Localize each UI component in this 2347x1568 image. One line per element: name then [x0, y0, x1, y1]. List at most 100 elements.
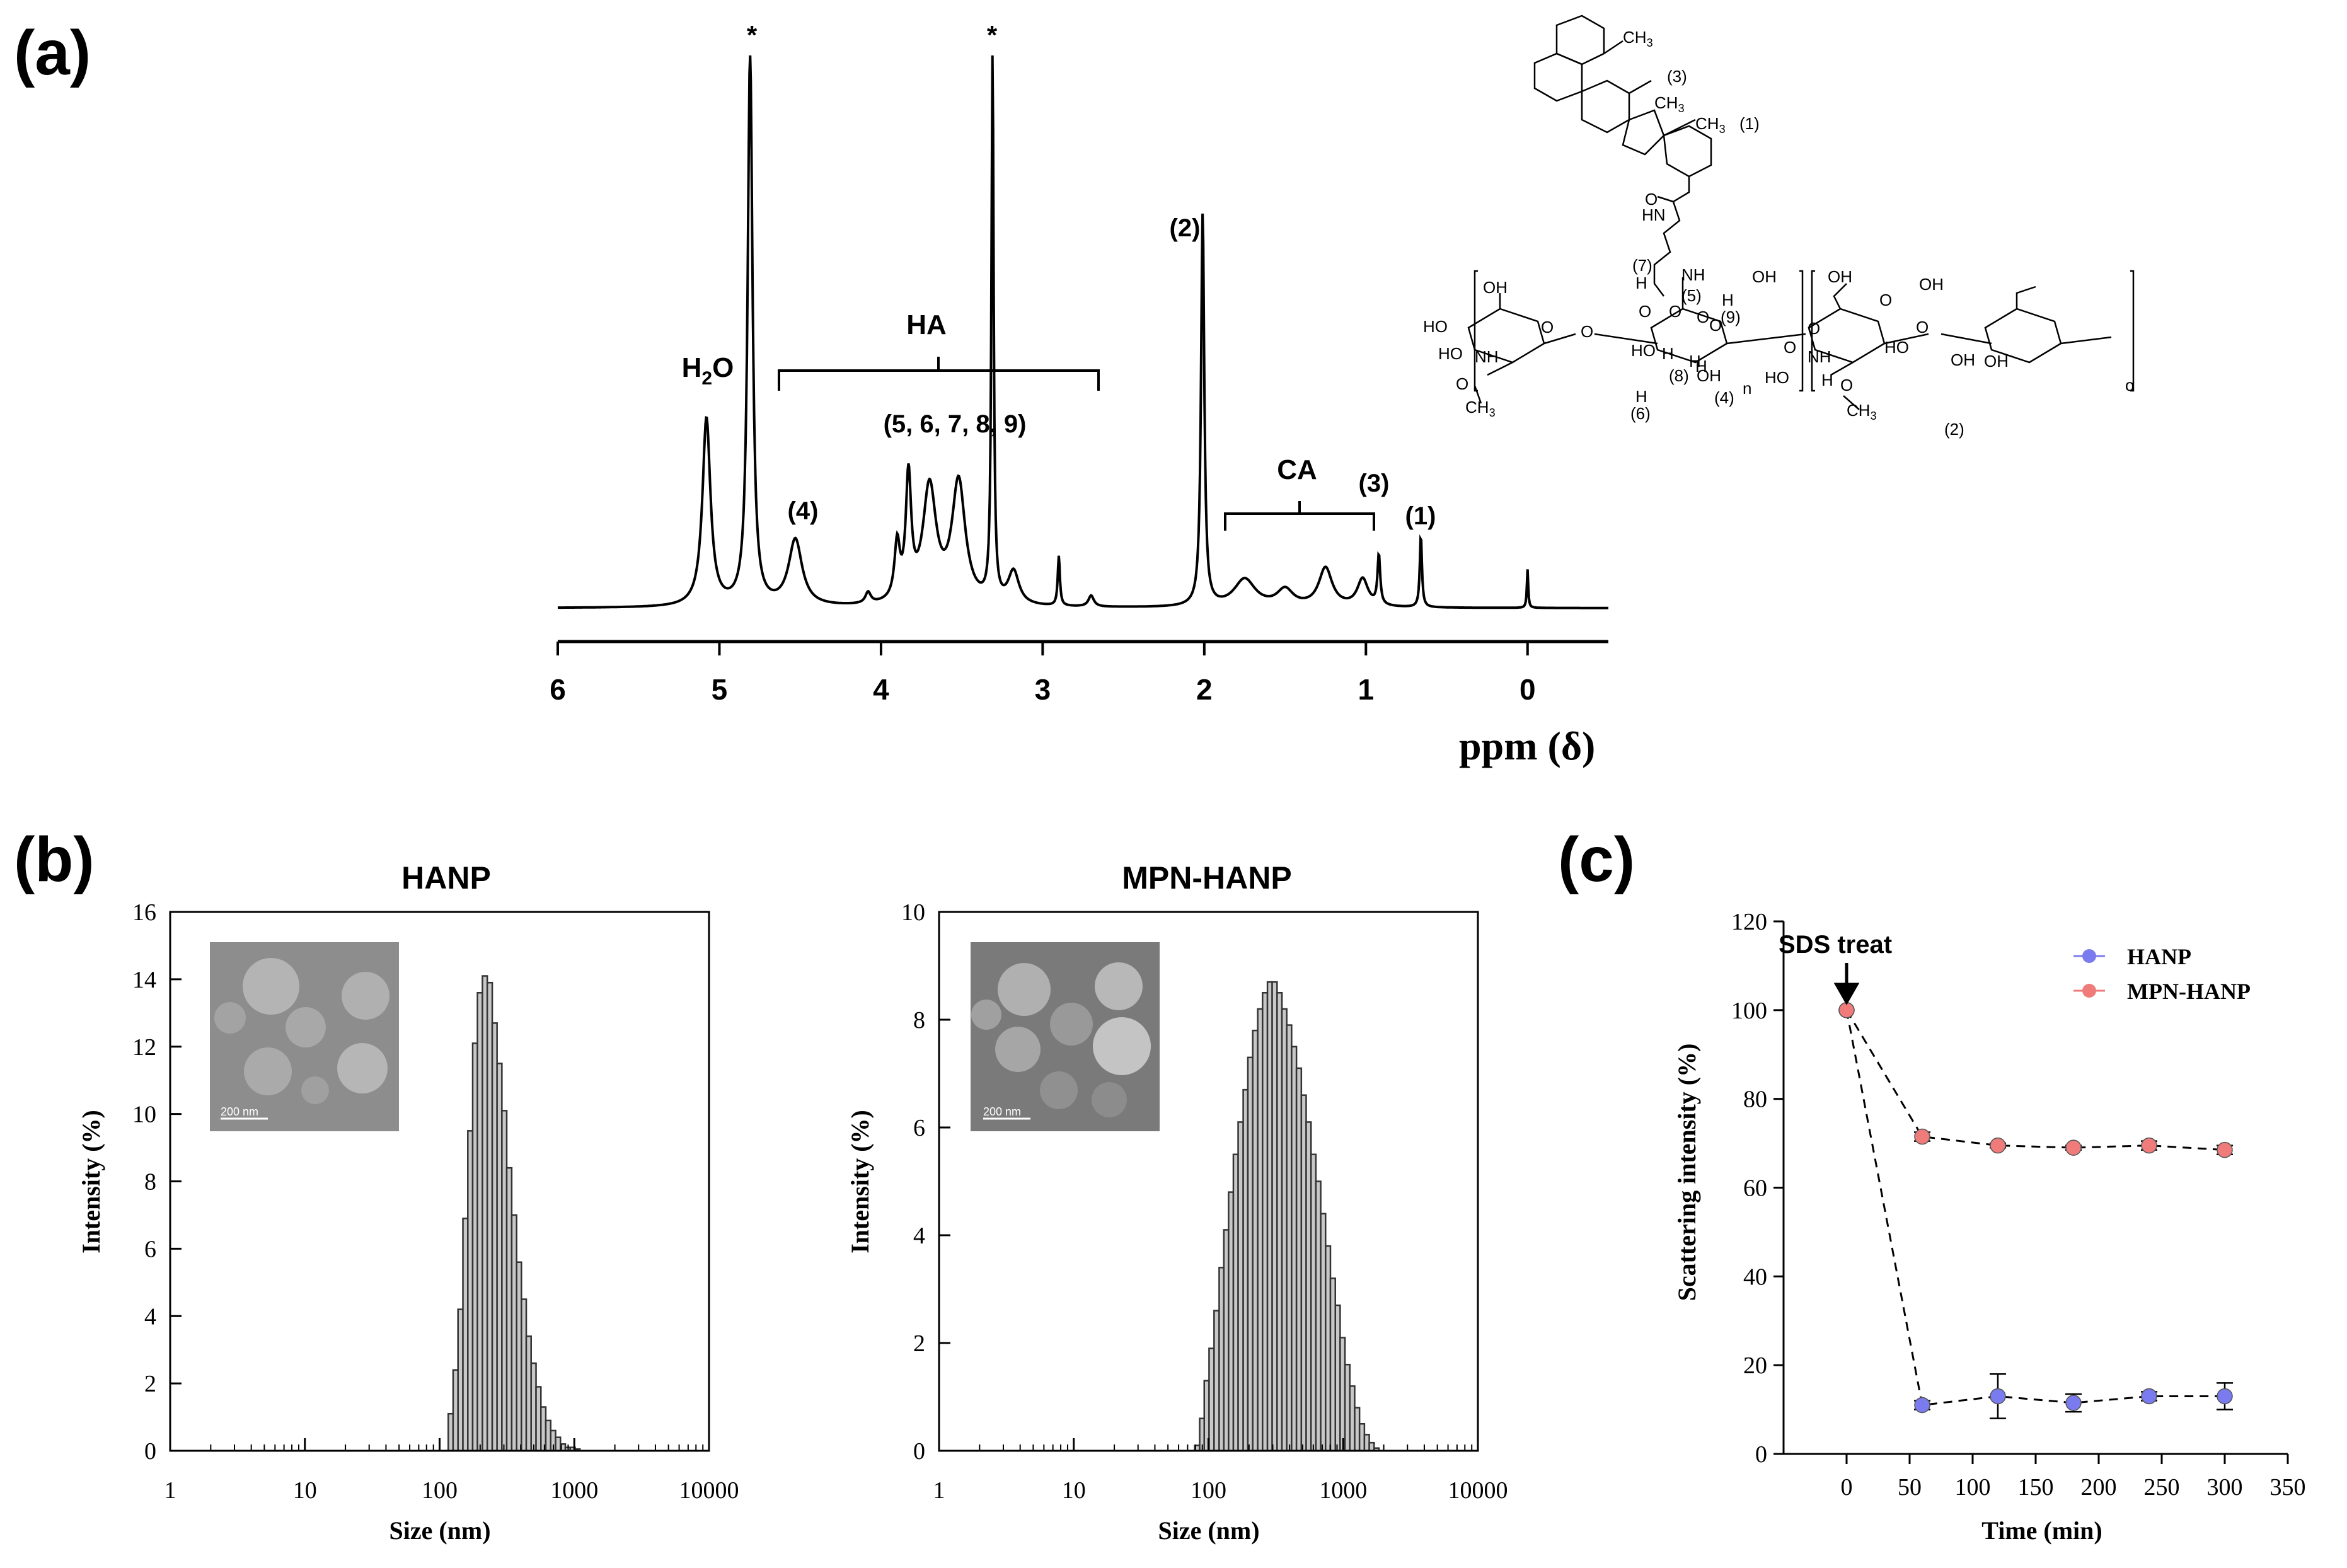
hanp-bars	[447, 975, 581, 1452]
hanp-y-tick-label: 0	[144, 1438, 156, 1465]
data-point-mpn-hanp	[2065, 1139, 2082, 1156]
hanp-y-tick-label: 2	[144, 1371, 156, 1397]
scattering-y-tick-label: 80	[1743, 1087, 1767, 1113]
mpn-hanp-x-tick-label: 1	[933, 1477, 945, 1504]
hanp-y-tick-label: 16	[132, 899, 156, 926]
svg-text:CH3: CH3	[1654, 93, 1685, 115]
sds-treat-annotation: SDS treat	[1779, 931, 1892, 959]
data-point-hanp	[2065, 1395, 2082, 1411]
svg-text:O: O	[1456, 374, 1468, 393]
hanp-x-tick-label: 10000	[679, 1477, 739, 1504]
hanp-title: HANP	[401, 860, 491, 896]
scattering-chart: 0 50 100 150 200 250 300 350 0 20 40 60 80 100 120 Tim…	[1673, 909, 2306, 1545]
svg-text:OH: OH	[1483, 278, 1508, 297]
hanp-tem-inset: 200 nm	[210, 942, 399, 1131]
nmr-x-tick-label: 5	[712, 673, 728, 706]
series-line-hanp	[1845, 1010, 2225, 1407]
svg-text:o: o	[2125, 376, 2134, 395]
scattering-x-tick-label: 300	[2207, 1474, 2243, 1501]
svg-text:H: H	[1635, 274, 1647, 292]
steroid-ring-c	[1581, 79, 1630, 134]
svg-text:(8): (8)	[1669, 366, 1689, 385]
scattering-y-tick-label: 20	[1743, 1352, 1767, 1379]
svg-text:H: H	[1635, 387, 1647, 406]
hanp-axes: 1 10 100 1000 10000 0 2 4 6 8 10 12 14 16	[132, 899, 739, 1504]
nmr-label-h2o: H2O	[682, 352, 734, 389]
svg-text:O: O	[1879, 291, 1892, 309]
nmr-x-tick-label: 4	[873, 673, 889, 706]
data-point-hanp	[2217, 1388, 2233, 1405]
mpn-hanp-x-tick-label: 10	[1062, 1477, 1086, 1504]
svg-text:HN: HN	[1642, 205, 1666, 224]
data-point-hanp	[2141, 1388, 2157, 1405]
mpn-hanp-title: MPN-HANP	[1122, 860, 1291, 896]
mpn-hanp-y-tick-label: 0	[913, 1438, 925, 1465]
svg-text:(7): (7)	[1632, 256, 1652, 275]
data-point-mpn-hanp	[2217, 1141, 2233, 1158]
mpn-hanp-tem-inset: 200 nm	[971, 942, 1160, 1131]
legend-mpn-hanp-label: MPN-HANP	[2127, 979, 2251, 1004]
nmr-bracket-ha	[778, 357, 1100, 391]
svg-text:OH: OH	[1951, 350, 1975, 369]
hanp-y-tick-label: 14	[132, 967, 156, 993]
mpn-hanp-y-tick-label: 6	[913, 1115, 925, 1141]
nmr-x-tick-label: 0	[1519, 673, 1536, 706]
nmr-x-tick-label: 1	[1358, 673, 1375, 706]
svg-text:H: H	[1689, 352, 1701, 371]
scattering-x-tick-label: 350	[2270, 1474, 2306, 1501]
data-point-mpn-hanp	[1914, 1128, 1930, 1145]
mpn-hanp-x-label: Size (nm)	[1158, 1516, 1259, 1545]
svg-text:H: H	[1722, 291, 1734, 309]
svg-text:H: H	[1821, 371, 1833, 389]
scattering-x-tick-label: 150	[2018, 1474, 2054, 1501]
panel-label-a: (a)	[14, 18, 91, 88]
svg-text:OH: OH	[1752, 267, 1777, 286]
mpn-hanp-y-label: Intensity (%)	[846, 1110, 874, 1254]
mpn-hanp-histogram: MPN-HANP 1 10 100 1000 10000 0 2 4 6 8 10 Size (nm…	[846, 860, 1508, 1545]
mpn-hanp-axes: 1 10 100 1000 10000 0 2 4 6 8 10	[901, 899, 1508, 1504]
svg-text:CH3: CH3	[1847, 401, 1877, 422]
series-line-mpn-hanp	[1845, 1010, 2225, 1151]
svg-text:CH3: CH3	[1695, 114, 1726, 135]
nmr-spectrum-trace	[558, 55, 1608, 609]
legend-hanp-marker	[2082, 949, 2096, 963]
hanp-y-tick-label: 8	[144, 1169, 156, 1196]
mpn-hanp-x-tick-label: 10000	[1448, 1477, 1508, 1504]
scattering-series	[1838, 1002, 2233, 1419]
svg-text:HO: HO	[1438, 344, 1463, 363]
nmr-label-2: (2)	[1170, 214, 1201, 242]
scattering-y-tick-label: 60	[1743, 1175, 1767, 1202]
mpn-hanp-y-tick-label: 4	[913, 1223, 925, 1249]
svg-text:n: n	[1743, 379, 1751, 398]
data-point-hanp	[1914, 1397, 1930, 1414]
nmr-x-tick-label: 6	[550, 673, 566, 706]
hanp-x-tick-label: 10	[293, 1477, 317, 1504]
scattering-y-tick-label: 100	[1731, 998, 1767, 1024]
scattering-y-tick-label: 40	[1743, 1264, 1767, 1290]
svg-text:(3): (3)	[1667, 67, 1687, 86]
hanp-inset-scale-label: 200 nm	[221, 1105, 258, 1118]
scattering-x-tick-label: 0	[1841, 1474, 1853, 1501]
svg-text:(9): (9)	[1721, 308, 1741, 326]
mpn-hanp-bars	[1194, 981, 1380, 1452]
data-point-mpn-hanp	[2141, 1137, 2157, 1154]
chemical-structure: CH3 (3) CH3 CH3 (1) O HN NH (7) H (5) (9…	[1423, 14, 2134, 439]
panel-label-b: (b)	[14, 824, 95, 895]
scattering-x-tick-label: 250	[2144, 1474, 2180, 1501]
nmr-label-4: (4)	[788, 497, 819, 525]
nmr-x-axis-label: ppm (δ)	[1459, 723, 1595, 768]
data-point-hanp	[1990, 1388, 2006, 1405]
svg-text:(4): (4)	[1714, 388, 1734, 407]
scattering-x-tick-label: 100	[1955, 1474, 1991, 1501]
hanp-y-tick-label: 6	[144, 1236, 156, 1262]
svg-text:(2): (2)	[1944, 420, 1964, 439]
nmr-label-1: (1)	[1405, 502, 1436, 530]
steroid-ring-d	[1622, 109, 1665, 156]
nmr-bracket-ca	[1224, 501, 1375, 531]
svg-text:O: O	[1697, 308, 1709, 326]
nmr-x-tick-label: 2	[1196, 673, 1213, 706]
scattering-x-label: Time (min)	[1981, 1516, 2102, 1545]
svg-text:O: O	[1840, 376, 1853, 395]
svg-text:O: O	[1645, 190, 1658, 209]
